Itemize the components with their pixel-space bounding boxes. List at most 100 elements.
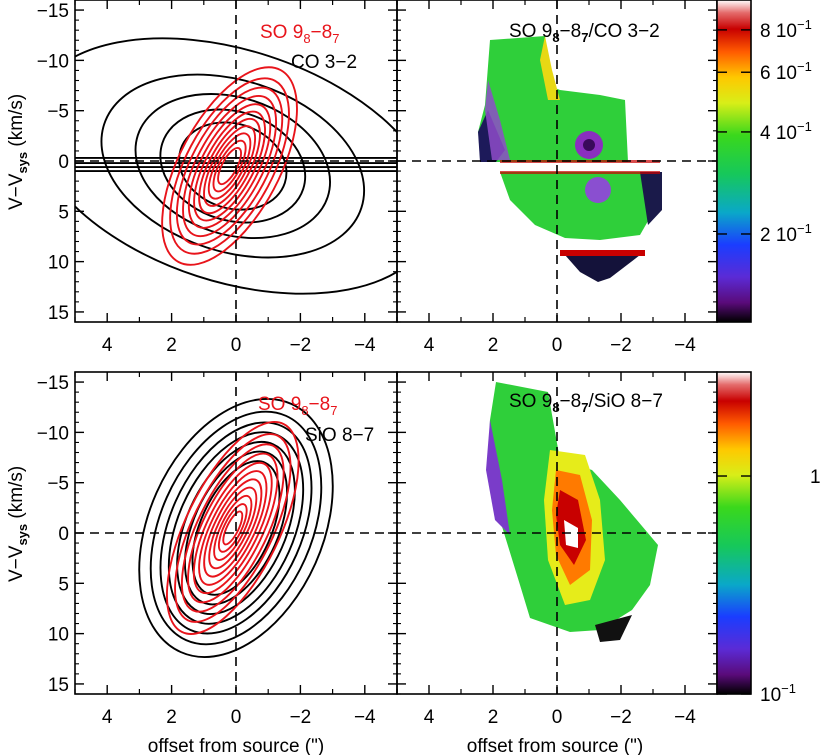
x-tick-label: 0 — [552, 335, 563, 356]
x-tick-label: 4 — [424, 707, 435, 728]
so-contour-level-3 — [180, 443, 285, 613]
so-contour-level-7 — [198, 117, 261, 215]
so-contour-level-10 — [217, 503, 248, 553]
panel-bottom-left: 4 2 0 −2 −4 −15 −10 −5 0 5 10 15 SO 98−87 SiO 8−7 V… — [6, 371, 398, 755]
ticks-top-right: 4 2 0 −2 −4 — [396, 0, 718, 356]
y-tick-label: 15 — [48, 303, 69, 324]
y-tick-label: 15 — [48, 675, 69, 696]
x-tick-label: 2 — [488, 335, 499, 356]
y-tick-label: −10 — [37, 423, 69, 444]
panel-top-left: 4 2 0 −2 −4 −15 −10 −5 0 5 10 15 SO 98−87 CO 3−2 V−… — [6, 0, 398, 356]
x-tick-label: −2 — [290, 335, 312, 356]
ratio-gap — [500, 163, 660, 171]
sio-contour-level-3 — [159, 421, 313, 635]
legend-so-bottom-left: SO 98−87 — [258, 394, 337, 418]
y-tick-label: −5 — [47, 474, 69, 495]
y-tick-label: −15 — [37, 1, 69, 22]
x-tick-label: 2 — [166, 335, 177, 356]
y-tick-label: 0 — [58, 524, 69, 545]
co-contour-level-2 — [100, 73, 366, 259]
so-contour-level-4 — [187, 452, 279, 604]
x-tick-label: −4 — [674, 335, 696, 356]
ratio-region-tail — [565, 255, 640, 282]
ylabel-top: V−Vsys (km/s) — [6, 94, 30, 210]
co-contour-level-1 — [75, 37, 397, 295]
legend-so-top-left: SO 98−87 — [260, 22, 339, 46]
y-tick-label: 5 — [58, 574, 69, 595]
sio-contour-level-2 — [149, 410, 323, 646]
y-tick-label: 0 — [58, 152, 69, 173]
so-contours-top — [161, 66, 298, 266]
ratio-map-sio — [486, 382, 658, 642]
ratio-region-lower — [500, 172, 660, 240]
x-tick-label: 4 — [102, 335, 113, 356]
ratio-region-tail — [595, 615, 632, 642]
legend-sio: SiO 8−7 — [305, 425, 374, 446]
ratio-region-edge-right — [640, 172, 662, 225]
so-contour-level-2 — [174, 433, 292, 623]
ratio-map-co — [478, 36, 662, 282]
ratio-stripe-lower — [500, 171, 660, 174]
colorbar-tick-label: 4 10−1 — [760, 119, 812, 144]
ratio-region-violet — [486, 420, 510, 535]
so-contour-level-8 — [208, 486, 258, 570]
colorbar-tick-label: 10−1 — [760, 681, 796, 706]
colorbar-tick-label: 6 10−1 — [760, 59, 812, 84]
x-tick-label: 0 — [231, 335, 242, 356]
ticks-bottom-left: 4 2 0 −2 −4 −15 −10 −5 0 5 10 15 — [37, 371, 398, 728]
ratio-region-yellow — [540, 36, 560, 100]
so-contour-level-5 — [187, 103, 272, 229]
x-tick-label: 4 — [102, 707, 113, 728]
ratio-title-co: SO 98−87/CO 3−2 — [509, 21, 660, 45]
so-contour-level-1 — [161, 66, 298, 266]
sio-contour-level-1 — [138, 397, 334, 658]
x-tick-label: 2 — [488, 707, 499, 728]
y-tick-label: −15 — [37, 373, 69, 394]
colorbar-bottom-ticks: 1 10−1 — [717, 467, 821, 706]
so-contours-bottom — [165, 421, 300, 635]
ratio-title-sio: SO 98−87/SiO 8−7 — [509, 391, 663, 415]
x-tick-label: −2 — [290, 707, 312, 728]
so-contour-level-9 — [207, 132, 252, 200]
x-tick-label: −4 — [354, 335, 376, 356]
y-tick-label: 10 — [48, 253, 69, 274]
so-contour-level-6 — [193, 110, 266, 222]
xlabel-bottom-left: offset from source (") — [148, 736, 324, 755]
so-contour-level-7 — [203, 478, 263, 578]
y-tick-label: 10 — [48, 625, 69, 646]
so-contour-level-6 — [198, 470, 268, 586]
panel-bottom-right: 4 2 0 −2 −4 SO 98−87/SiO 8−7 1 10−1 offset f… — [396, 371, 821, 755]
colorbar-top-ticks: 8 10−1 6 10−1 4 10−1 2 10−1 — [717, 17, 812, 246]
ratio-region-violet — [485, 80, 510, 160]
so-contour-level-1 — [165, 421, 300, 635]
so-contour-level-2 — [169, 77, 290, 255]
so-contour-level-4 — [182, 94, 278, 238]
y-tick-label: 5 — [58, 202, 69, 223]
y-tick-label: −5 — [47, 102, 69, 123]
ticks-bottom-right: 4 2 0 −2 −4 — [396, 371, 718, 728]
x-tick-label: 4 — [424, 335, 435, 356]
colorbar-tick-label: 2 10−1 — [760, 221, 812, 246]
ratio-blob-2 — [585, 177, 611, 203]
so-contour-level-10 — [212, 139, 247, 193]
colorbar-bottom — [716, 371, 752, 695]
x-tick-label: 0 — [231, 707, 242, 728]
y-tick-label: −10 — [37, 51, 69, 72]
colorbar-top — [716, 0, 752, 323]
ylabel-bottom: V−Vsys (km/s) — [6, 466, 30, 582]
x-tick-label: −4 — [354, 707, 376, 728]
xlabel-bottom-right: offset from source (") — [467, 736, 643, 755]
x-tick-label: −4 — [674, 707, 696, 728]
legend-co: CO 3−2 — [291, 52, 357, 73]
x-tick-label: 0 — [552, 707, 563, 728]
x-tick-label: −2 — [610, 335, 632, 356]
so-contour-level-8 — [203, 125, 257, 207]
x-tick-label: 2 — [166, 707, 177, 728]
colorbar-tick-label: 1 — [810, 467, 821, 488]
ratio-blob-1-core — [583, 139, 595, 151]
x-tick-label: −2 — [610, 707, 632, 728]
so-contour-level-3 — [175, 86, 284, 246]
ratio-peak — [564, 520, 578, 548]
co-contour-level-3 — [134, 93, 331, 239]
